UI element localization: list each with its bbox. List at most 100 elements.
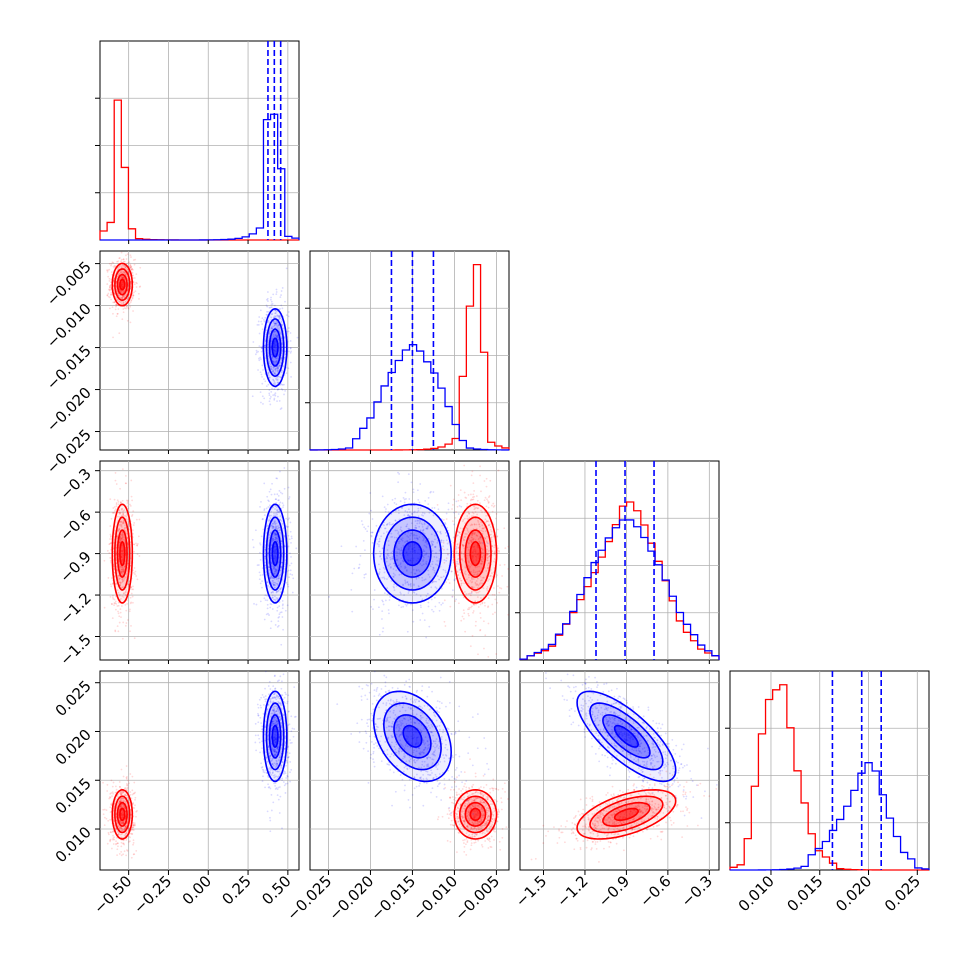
scatter-point	[132, 822, 134, 824]
scatter-point	[118, 615, 120, 617]
scatter-point	[273, 398, 275, 400]
scatter-point	[119, 622, 121, 624]
scatter-point	[279, 502, 281, 504]
scatter-point	[270, 489, 272, 491]
scatter-point	[282, 603, 284, 605]
scatter-point	[432, 491, 434, 493]
scatter-point	[267, 291, 269, 293]
scatter-point	[109, 525, 111, 527]
scatter-point	[286, 314, 288, 316]
scatter-point	[111, 795, 113, 797]
scatter-point	[364, 549, 366, 551]
scatter-point	[495, 653, 497, 655]
scatter-point	[112, 598, 114, 600]
scatter-point	[260, 559, 262, 561]
scatter-point	[286, 372, 288, 374]
scatter-point	[274, 305, 276, 307]
scatter-point	[106, 818, 108, 820]
scatter-point	[292, 592, 294, 594]
scatter-point	[119, 853, 121, 855]
scatter-point	[132, 776, 134, 778]
scatter-point	[384, 592, 386, 594]
scatter-point	[130, 321, 132, 323]
scatter-point	[486, 478, 488, 480]
scatter-point	[116, 789, 118, 791]
scatter-point	[270, 299, 272, 301]
scatter-point	[129, 608, 131, 610]
scatter-point	[445, 625, 447, 627]
scatter-point	[464, 492, 466, 494]
blue-contours	[263, 309, 286, 387]
scatter-point	[291, 574, 293, 576]
scatter-point	[266, 496, 268, 498]
scatter-point	[484, 499, 486, 501]
scatter-point	[413, 491, 415, 493]
scatter-point	[452, 520, 454, 522]
scatter-point	[282, 506, 284, 508]
contour-level	[272, 338, 278, 357]
scatter-point	[434, 507, 436, 509]
scatter-point	[270, 396, 272, 398]
red-contours	[454, 504, 496, 603]
scatter-point	[497, 547, 499, 549]
scatter-point	[425, 637, 427, 639]
scatter-point	[451, 571, 453, 573]
scatter-point	[464, 497, 466, 499]
scatter-point	[116, 848, 118, 850]
scatter-point	[266, 599, 268, 601]
scatter-point	[290, 522, 292, 524]
scatter-point	[131, 500, 133, 502]
scatter-point	[275, 477, 277, 479]
scatter-point	[279, 613, 281, 615]
scatter-point	[363, 526, 365, 528]
scatter-point	[259, 552, 261, 554]
scatter-point	[453, 562, 455, 564]
scatter-point	[122, 638, 124, 640]
scatter-point	[108, 296, 110, 298]
scatter-point	[133, 294, 135, 296]
scatter-point	[407, 631, 409, 633]
scatter-point	[351, 611, 353, 613]
scatter-point	[134, 259, 136, 261]
scatter-point	[403, 497, 405, 499]
scatter-point	[129, 306, 131, 308]
scatter-point	[272, 394, 274, 396]
scatter-point	[350, 589, 352, 591]
scatter-point	[475, 625, 477, 627]
scatter-point	[109, 280, 111, 282]
scatter-point	[419, 502, 421, 504]
scatter-point	[137, 543, 139, 545]
scatter-point	[136, 286, 138, 288]
scatter-point	[114, 602, 116, 604]
scatter-point	[116, 605, 118, 607]
scatter-point	[134, 822, 136, 824]
scatter-point	[270, 297, 272, 299]
scatter-point	[287, 367, 289, 369]
scatter-point	[468, 615, 470, 617]
scatter-point	[265, 599, 267, 601]
scatter-point	[456, 563, 458, 565]
scatter-point	[278, 495, 280, 497]
scatter-point	[135, 543, 137, 545]
scatter-point	[479, 612, 481, 614]
scatter-point	[413, 488, 415, 490]
scatter-point	[287, 535, 289, 537]
scatter-point	[489, 480, 491, 482]
scatter-point	[488, 597, 490, 599]
scatter-point	[355, 546, 357, 548]
scatter-point	[290, 569, 292, 571]
scatter-point	[117, 260, 119, 262]
scatter-point	[271, 494, 273, 496]
scatter-point	[494, 599, 496, 601]
scatter-point	[367, 525, 369, 527]
scatter-point	[491, 505, 493, 507]
scatter-point	[136, 519, 138, 521]
scatter-point	[110, 831, 112, 833]
scatter-point	[284, 301, 286, 303]
scatter-point	[288, 327, 290, 329]
scatter-point	[388, 609, 390, 611]
scatter-point	[110, 292, 112, 294]
scatter-point	[259, 542, 261, 544]
scatter-point	[119, 608, 121, 610]
